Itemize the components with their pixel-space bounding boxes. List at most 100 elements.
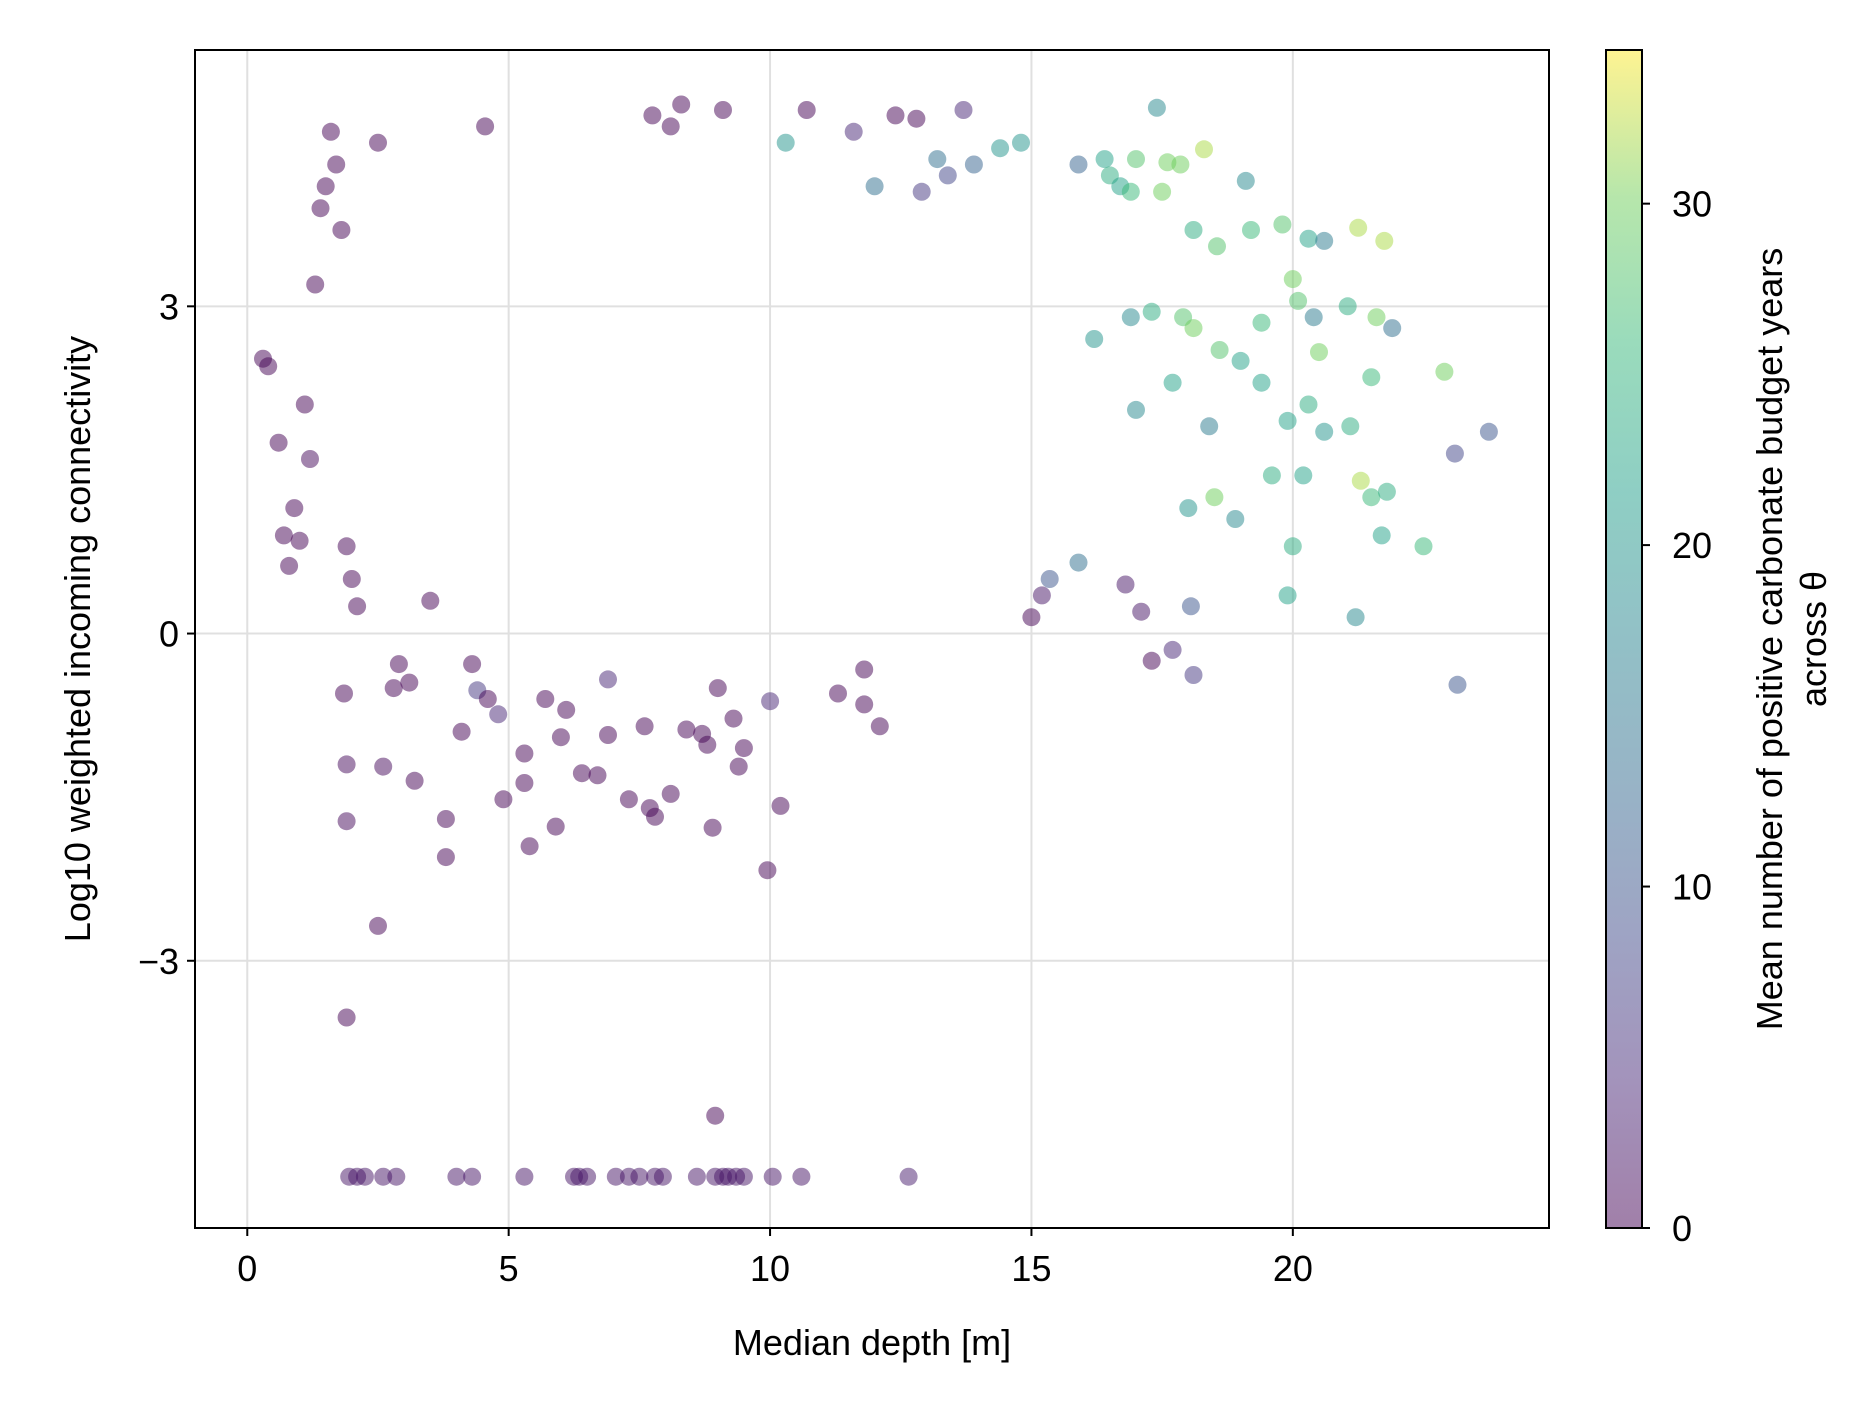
data-point	[290, 531, 309, 550]
data-point	[1095, 150, 1114, 169]
data-point	[606, 1167, 625, 1186]
data-point	[1252, 313, 1271, 332]
data-point	[844, 122, 863, 141]
data-point	[734, 739, 753, 758]
data-point	[938, 166, 957, 185]
data-point	[928, 150, 947, 169]
data-point	[1414, 537, 1433, 556]
data-point	[698, 735, 717, 754]
data-point	[476, 117, 495, 136]
data-point	[1069, 155, 1088, 174]
data-point	[708, 679, 727, 698]
data-point	[1236, 171, 1255, 190]
data-point	[1121, 308, 1140, 327]
colorbar-tick-label: 30	[1672, 184, 1712, 225]
y-axis: −3 0 3	[138, 286, 195, 982]
data-point	[520, 837, 539, 856]
data-point	[619, 790, 638, 809]
data-point	[724, 709, 743, 728]
data-point	[1022, 608, 1041, 627]
data-point	[1262, 466, 1281, 485]
data-point	[1163, 640, 1182, 659]
data-point	[677, 720, 696, 739]
data-point	[797, 101, 816, 119]
data-point	[643, 106, 662, 125]
data-point	[536, 690, 555, 708]
data-point	[1283, 270, 1302, 289]
data-point	[899, 1167, 918, 1186]
data-point	[1435, 362, 1454, 381]
data-point	[1121, 182, 1140, 201]
data-point	[1362, 368, 1381, 387]
data-point	[327, 155, 346, 174]
data-point	[588, 766, 607, 785]
data-point	[703, 818, 722, 837]
data-point	[1226, 510, 1245, 528]
data-point	[572, 764, 591, 783]
data-point	[301, 450, 319, 468]
data-point	[463, 1167, 482, 1186]
data-point	[337, 812, 356, 831]
data-point	[489, 705, 508, 724]
data-point	[1372, 526, 1391, 545]
data-point	[259, 357, 278, 376]
data-point	[546, 817, 565, 836]
data-point	[1179, 499, 1198, 518]
data-point	[295, 395, 314, 414]
data-point	[311, 199, 330, 218]
data-point	[865, 177, 884, 196]
data-point	[1346, 608, 1365, 627]
colorbar-tick-label: 0	[1672, 1208, 1692, 1249]
data-point	[1278, 586, 1297, 605]
data-point	[912, 182, 931, 201]
data-point	[1171, 155, 1190, 174]
data-points	[254, 95, 1498, 1186]
data-point	[463, 655, 482, 674]
x-tick-label: 20	[1273, 1248, 1313, 1289]
data-point	[269, 433, 288, 452]
data-point	[1163, 373, 1182, 392]
data-point	[907, 109, 926, 128]
data-point	[1310, 343, 1328, 362]
data-point	[1208, 237, 1226, 256]
data-point	[452, 722, 471, 741]
data-point	[321, 122, 340, 141]
data-point	[1040, 570, 1059, 588]
data-point	[1351, 471, 1370, 490]
data-point	[1032, 586, 1051, 605]
data-point	[1142, 651, 1161, 670]
data-point	[776, 133, 795, 152]
data-point	[661, 117, 680, 136]
plot-frame	[194, 49, 1550, 1229]
data-point	[1116, 575, 1135, 594]
data-point	[792, 1167, 811, 1186]
data-point	[687, 1167, 706, 1186]
data-point	[855, 660, 874, 679]
data-point	[389, 655, 408, 674]
colorbar-label-line2: across θ	[1793, 571, 1834, 707]
data-point	[1375, 231, 1394, 250]
data-point	[653, 1167, 672, 1186]
data-point	[515, 1167, 534, 1186]
data-point	[1132, 602, 1151, 621]
x-tick-label: 10	[750, 1248, 790, 1289]
data-point	[729, 757, 748, 776]
data-point	[335, 684, 353, 703]
data-point	[374, 757, 393, 776]
data-point	[1338, 297, 1357, 316]
data-point	[1184, 666, 1203, 684]
data-point	[855, 695, 874, 714]
data-point	[355, 1167, 374, 1186]
data-point	[1479, 422, 1498, 441]
data-point	[630, 1167, 649, 1186]
data-point	[1304, 308, 1323, 327]
data-point	[447, 1167, 466, 1186]
data-point	[337, 755, 356, 774]
y-tick-label: 0	[159, 614, 179, 655]
data-point	[1377, 482, 1396, 501]
x-axis: 0 5 10 15 20	[237, 1228, 1313, 1289]
data-point	[436, 810, 455, 828]
data-point	[1299, 229, 1318, 248]
data-point	[1184, 221, 1203, 239]
